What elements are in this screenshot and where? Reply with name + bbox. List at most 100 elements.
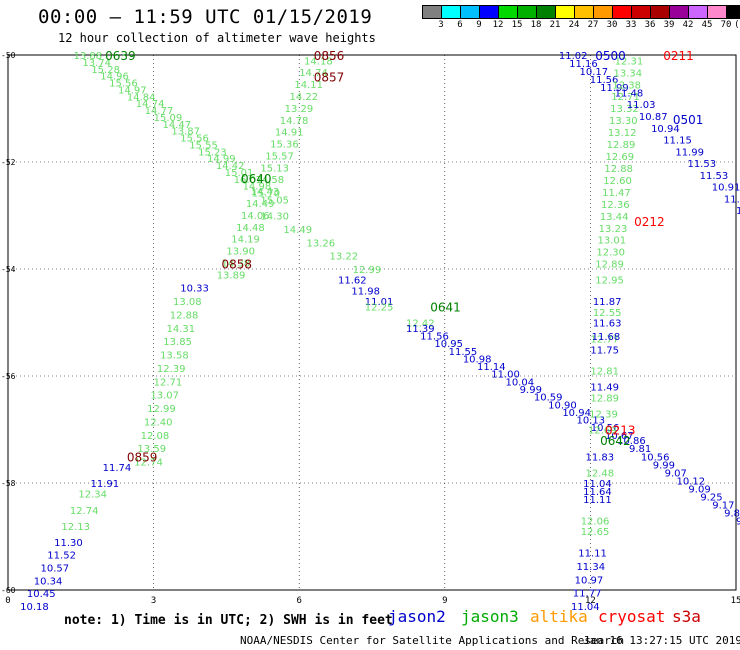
swh-value: 15.23 <box>198 147 227 158</box>
legend-label: 3 <box>438 20 444 30</box>
pass-time-label: 0642 <box>600 434 631 448</box>
swh-value: 11.53 <box>700 171 729 182</box>
pass-time-label: 0856 <box>314 49 345 63</box>
swh-value: 14.31 <box>167 324 196 335</box>
swh-value: 14.30 <box>260 212 289 223</box>
swh-value: 12.38 <box>612 80 641 91</box>
swh-value: 12.39 <box>157 364 186 375</box>
satellite-name-cryosat: cryosat <box>598 607 666 626</box>
legend-label: 45 <box>701 20 713 30</box>
swh-value: 11.47 <box>602 188 631 199</box>
swh-value: 12.34 <box>78 490 107 501</box>
swh-value: 9.25 <box>700 492 722 503</box>
swh-value: 12.99 <box>147 404 176 415</box>
swh-value: 14.06 <box>241 211 270 222</box>
swh-value: 15.56 <box>109 79 138 90</box>
swh-value: 14.96 <box>100 72 129 83</box>
swh-value: 14.19 <box>231 235 260 246</box>
legend-label: (ft) <box>734 20 740 30</box>
map-frame <box>7 54 737 591</box>
legend-label: 39 <box>663 20 675 30</box>
swh-value: 11.87 <box>593 297 622 308</box>
swh-value: 11.11 <box>578 549 607 560</box>
swh-value: 14.18 <box>304 56 333 67</box>
swh-value: 11.02 <box>559 51 588 62</box>
swh-value: 14.38 <box>222 258 251 269</box>
swh-value: 13.88 <box>74 51 103 62</box>
swh-value: 13.23 <box>599 224 628 235</box>
swh-value: 12.13 <box>61 522 90 533</box>
legend-swatches <box>422 5 740 19</box>
swh-value: 10.86 <box>617 436 646 447</box>
swh-value: 11.64 <box>583 487 612 498</box>
swh-value: 14.11 <box>294 80 323 91</box>
longitude-label: 6 <box>296 596 301 606</box>
swh-value: 14.47 <box>162 120 191 131</box>
swh-value: 13.22 <box>330 252 359 263</box>
legend-label: 27 <box>587 20 599 30</box>
footer-timestamp: Jan 16 13:27:15 UTC 2019 <box>583 634 740 647</box>
page-title: 00:00 – 11:59 UTC 01/15/2019 <box>38 6 373 28</box>
swh-value: 13.30 <box>609 116 638 127</box>
latitude-label: -56 <box>1 372 16 381</box>
pass-time-label: 0859 <box>127 450 158 464</box>
swh-value: 13.34 <box>614 68 643 79</box>
swh-value: 15.56 <box>180 134 209 145</box>
swh-value: 13.29 <box>285 104 314 115</box>
swh-value: 9.99 <box>653 460 675 471</box>
swh-value: 11.99 <box>600 83 629 94</box>
swh-value: 12.36 <box>601 200 630 211</box>
swh-value: 12.77 <box>590 335 619 346</box>
swh-value: 9.07 <box>665 468 687 479</box>
swh-value: 12.25 <box>365 302 394 313</box>
swh-value: 9.82 <box>724 508 740 519</box>
swh-value: 12.42 <box>406 319 435 330</box>
pass-time-label: 0639 <box>105 49 136 63</box>
swh-value: 11.62 <box>338 276 367 287</box>
swh-value: 15.05 <box>260 195 289 206</box>
swh-value: 11.98 <box>351 286 380 297</box>
swh-value: 15.57 <box>265 151 294 162</box>
swh-value: 11.49 <box>590 383 619 394</box>
legend-label: 33 <box>625 20 637 30</box>
legend-label: 42 <box>682 20 694 30</box>
latitude-label: -60 <box>1 586 16 595</box>
swh-value: 10.98 <box>463 354 492 365</box>
footer-note: note: 1) Time is in UTC; 2) SWH is in fe… <box>64 613 393 628</box>
swh-value: 10.56 <box>641 452 670 463</box>
swh-value: 12.89 <box>595 260 624 271</box>
swh-value: 13.58 <box>160 351 189 362</box>
swh-value: 12.39 <box>589 409 618 420</box>
satellite-name-jason2: jason2 <box>388 607 446 626</box>
swh-value: 11.11 <box>583 495 612 506</box>
swh-value: 13.87 <box>171 127 200 138</box>
swh-value: 14.78 <box>280 116 309 127</box>
swh-value: 13.59 <box>137 444 166 455</box>
swh-value: 11.03 <box>627 100 656 111</box>
swh-value: 12.71 <box>154 377 183 388</box>
swh-value: 10.34 <box>34 576 63 587</box>
swh-value: 11.91 <box>91 479 120 490</box>
swh-value: 11.39 <box>406 324 435 335</box>
swh-value: 14.49 <box>283 225 312 236</box>
legend-swatch <box>726 5 740 19</box>
pass-time-label: 0858 <box>222 258 253 272</box>
swh-value: 13.01 <box>598 236 627 247</box>
swh-value: 15.09 <box>154 113 183 124</box>
swh-value: 9.17 <box>712 500 734 511</box>
swh-value: 14.77 <box>145 106 174 117</box>
swh-value: 12.74 <box>134 458 163 469</box>
swh-value: 13.44 <box>600 212 629 223</box>
swh-value: 11.00 <box>491 370 520 381</box>
swh-value: 13.74 <box>82 58 111 69</box>
longitude-label: 12 <box>585 596 596 606</box>
longitude-label: 9 <box>442 596 447 606</box>
swh-value: 15.55 <box>189 140 218 151</box>
swh-value: 15.01 <box>225 168 254 179</box>
swh-value: 11.02 <box>724 194 740 205</box>
swh-value: 15.36 <box>270 140 299 151</box>
swh-value: 11.55 <box>449 347 478 358</box>
swh-value: 12.81 <box>590 367 619 378</box>
